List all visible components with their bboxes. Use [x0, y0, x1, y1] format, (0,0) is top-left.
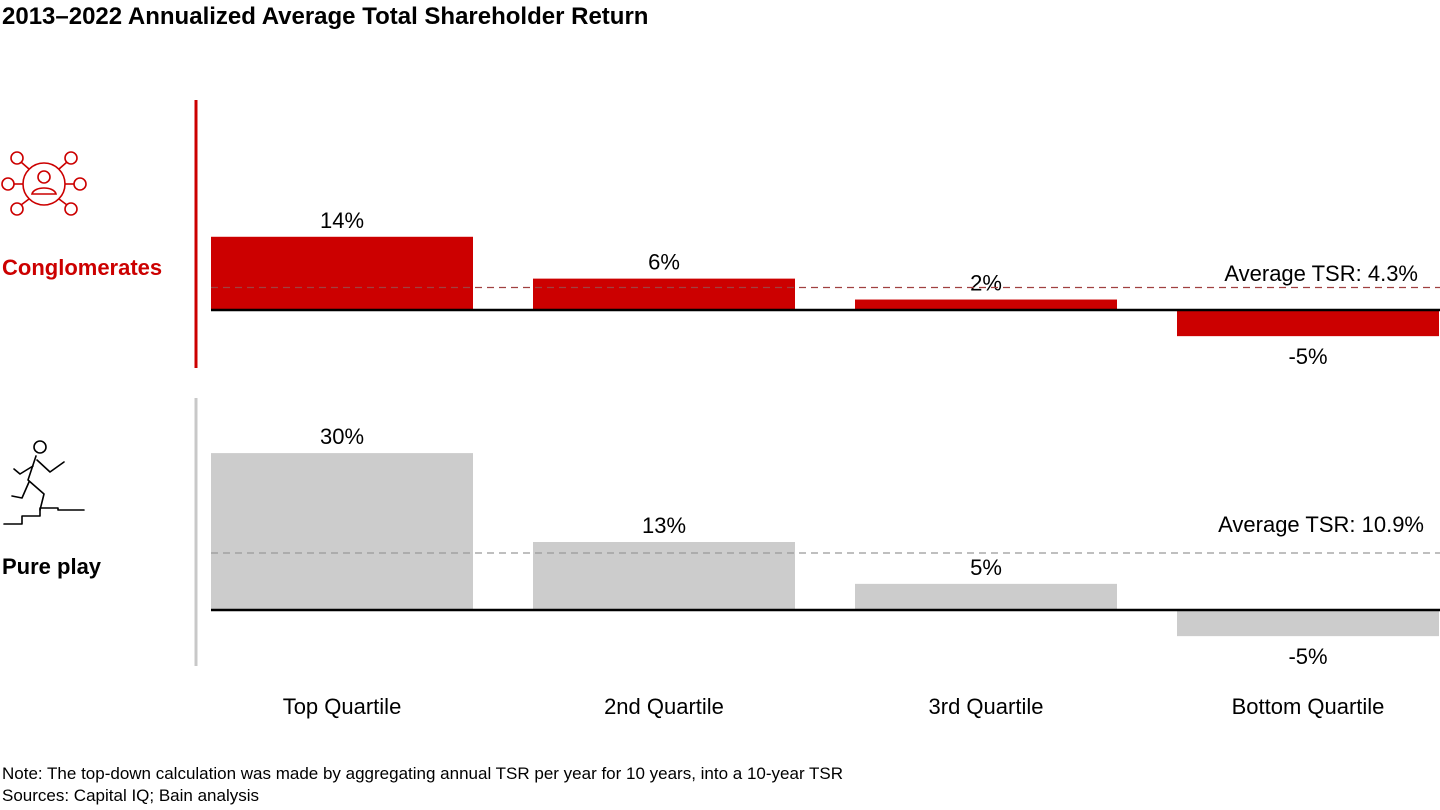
conglomerates-value-label: -5% — [1288, 344, 1327, 369]
pure-play-value-label: 30% — [320, 424, 364, 449]
conglomerates-value-label: 14% — [320, 208, 364, 233]
conglomerates-bar — [1177, 310, 1439, 337]
pure-play-bar — [855, 583, 1117, 610]
network-people-icon — [1, 151, 87, 216]
conglomerates-value-label: 6% — [648, 250, 680, 275]
pure-play-value-label: -5% — [1288, 644, 1327, 669]
pure-play-bar — [533, 542, 795, 610]
runner-stairs-icon — [3, 440, 85, 525]
pure-play-bar — [1177, 610, 1439, 637]
conglomerates-bar — [211, 236, 473, 310]
chart-note: Note: The top-down calculation was made … — [2, 764, 844, 783]
group-label-conglomerates: Conglomerates — [2, 255, 163, 280]
pure-play-bar — [211, 453, 473, 610]
pure-play-value-label: 13% — [642, 513, 686, 538]
conglomerates-average-label: Average TSR: 4.3% — [1224, 261, 1418, 286]
pure-play-average-label: Average TSR: 10.9% — [1218, 512, 1424, 537]
category-label: Bottom Quartile — [1232, 694, 1385, 719]
group-label-pure-play: Pure play — [2, 554, 102, 579]
category-label: 2nd Quartile — [604, 694, 724, 719]
chart-title: 2013–2022 Annualized Average Total Share… — [2, 3, 649, 30]
category-label: Top Quartile — [283, 694, 402, 719]
conglomerates-bar — [855, 299, 1117, 310]
conglomerates-bar — [533, 278, 795, 310]
category-label: 3rd Quartile — [929, 694, 1044, 719]
conglomerates-value-label: 2% — [970, 271, 1002, 296]
pure-play-value-label: 5% — [970, 555, 1002, 580]
chart-sources: Sources: Capital IQ; Bain analysis — [2, 786, 260, 805]
